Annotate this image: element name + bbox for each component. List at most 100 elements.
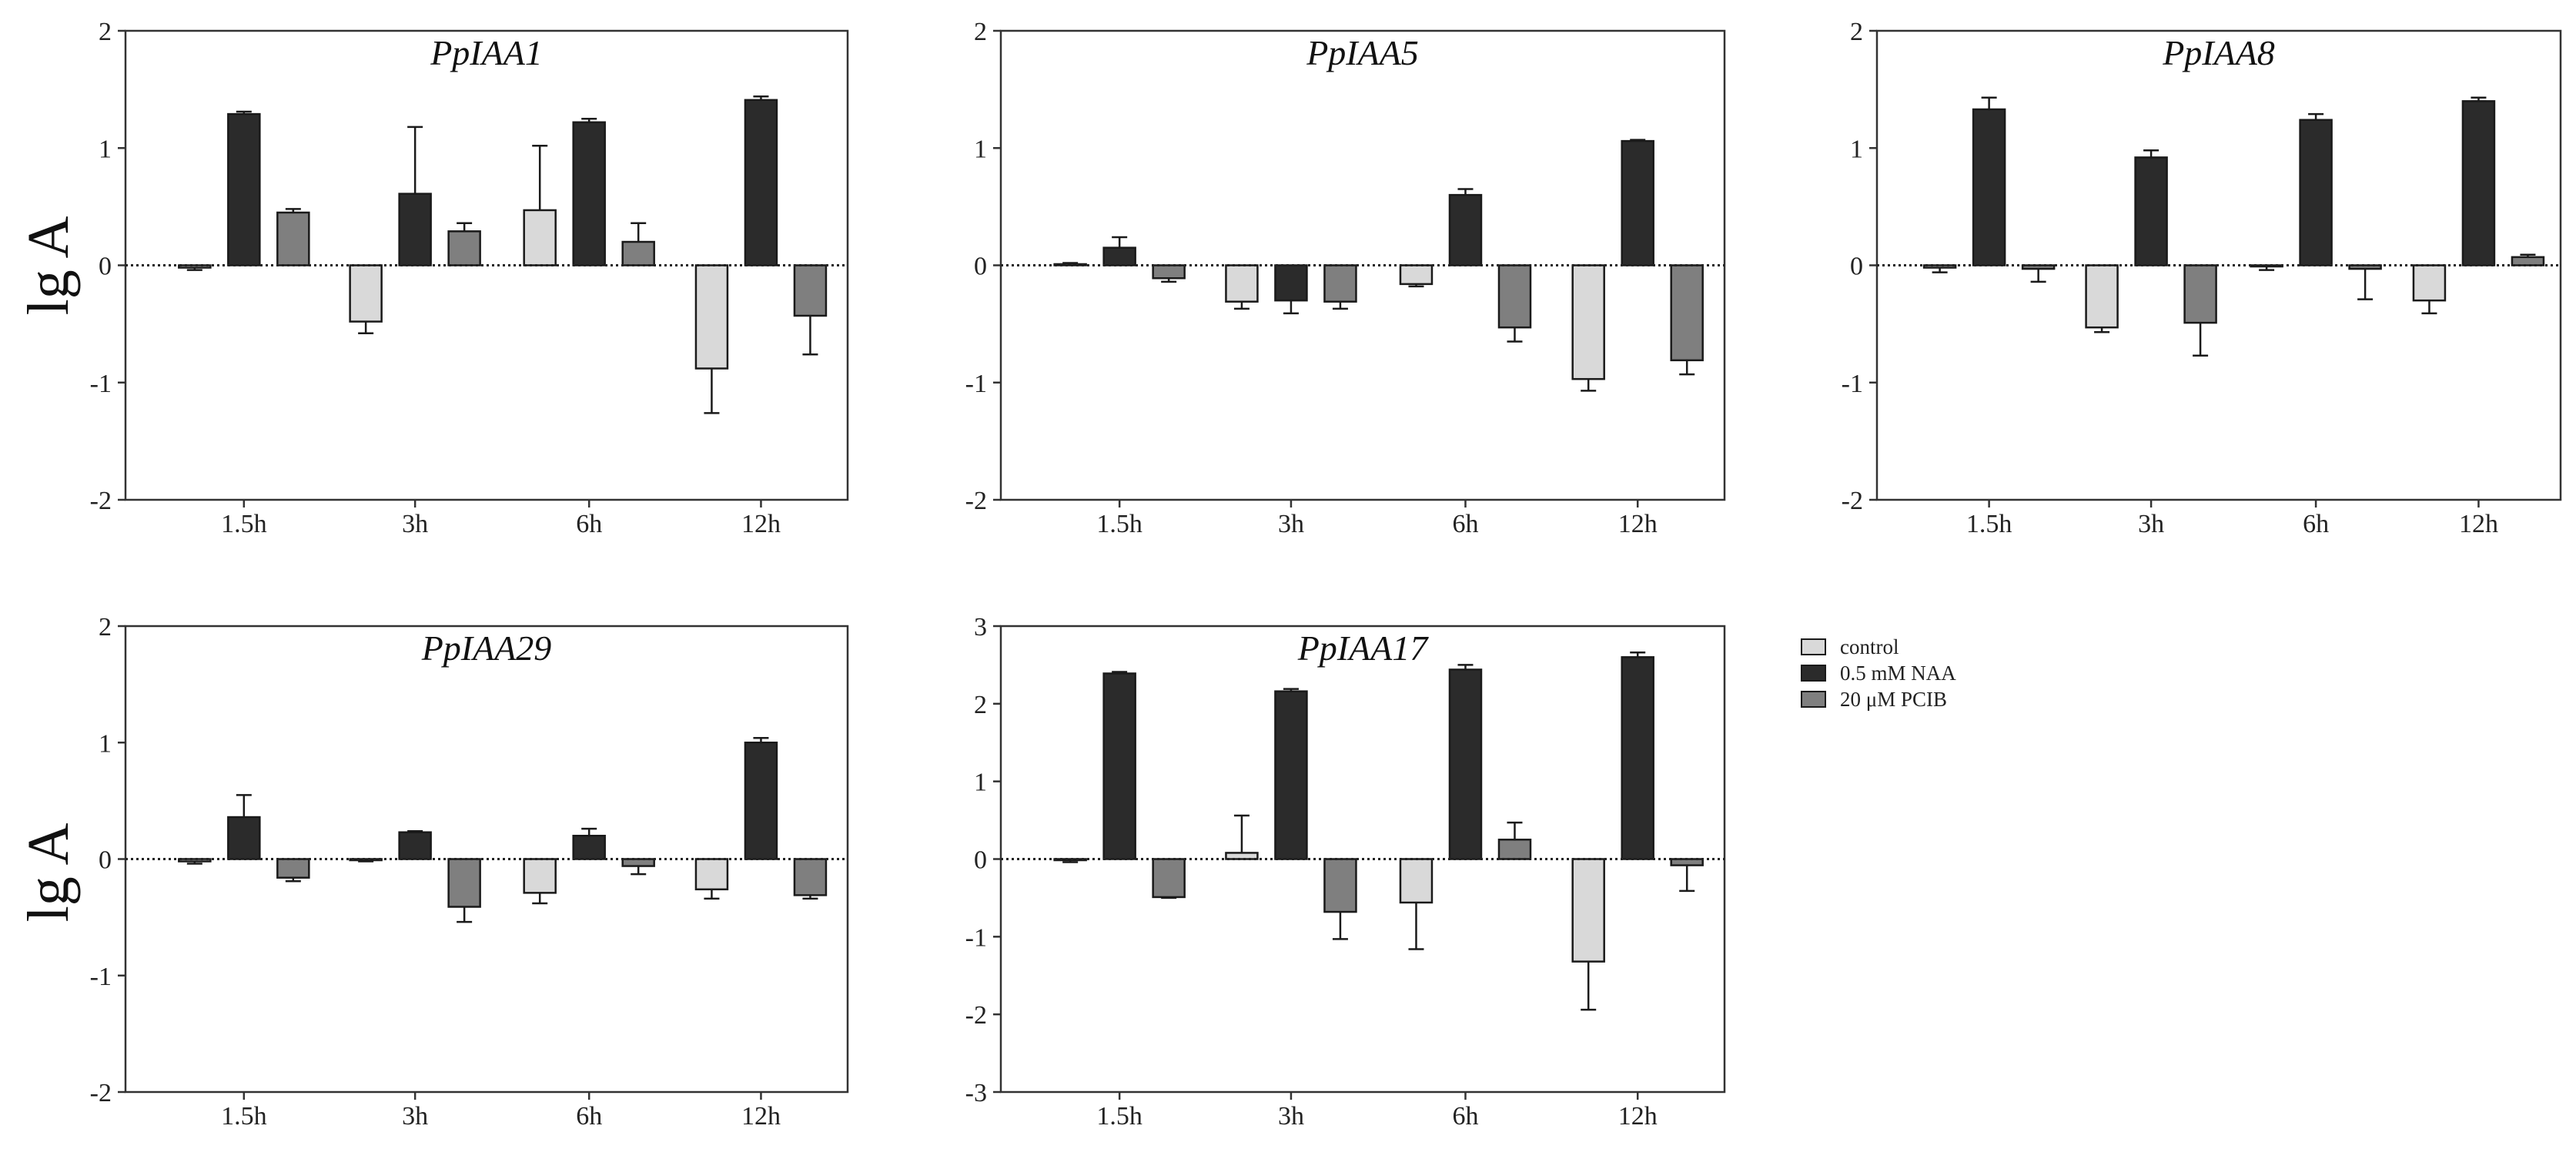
bar: [1225, 852, 1259, 860]
bar: [2299, 119, 2333, 266]
bar: [1102, 672, 1136, 860]
x-tick-label: 12h: [741, 1102, 781, 1131]
bar: [2412, 264, 2447, 302]
bar: [1497, 264, 1532, 329]
bar: [1399, 264, 1434, 286]
y-tick-label: 0: [99, 253, 112, 281]
chart-panel: -3 -2 -1 0 1 2 3 1.5h 3h 6h 12h PpIAA17: [965, 613, 1726, 1131]
y-tick-label: -3: [965, 1079, 987, 1107]
bar: [1571, 264, 1605, 380]
y-axis-label: lg A: [16, 822, 81, 922]
bar: [621, 240, 655, 266]
bar: [1152, 264, 1186, 280]
x-tick-label: 3h: [1278, 1102, 1304, 1131]
bar: [793, 858, 828, 896]
bar: [2348, 264, 2382, 270]
bar: [349, 264, 383, 323]
chart-panel: -2 -1 0 1 2 1.5h 3h 6h 12h PpIAA8: [1842, 18, 2562, 538]
legend-swatch: [1801, 638, 1826, 655]
bar: [744, 99, 778, 266]
chart-title: PpIAA8: [2162, 33, 2275, 72]
y-tick-label: 2: [99, 18, 112, 46]
bar: [276, 211, 310, 266]
bar: [793, 264, 828, 317]
bar: [398, 193, 432, 266]
x-tick-label: 12h: [1618, 1102, 1658, 1131]
bar: [1621, 139, 1654, 266]
bar: [694, 858, 729, 891]
bar: [1274, 690, 1308, 860]
bar: [2021, 264, 2056, 270]
y-tick-label: -2: [90, 1079, 112, 1107]
bar: [694, 264, 729, 370]
legend-label: control: [1840, 635, 1899, 658]
y-tick-label: 1: [99, 729, 112, 758]
bar: [1571, 858, 1605, 963]
y-tick-label: 2: [974, 691, 987, 719]
x-tick-label: 3h: [402, 1102, 428, 1131]
bar: [1448, 668, 1483, 860]
bar: [572, 121, 606, 266]
y-tick-label: 1: [99, 135, 112, 163]
x-tick-label: 1.5h: [1096, 510, 1142, 538]
y-tick-label: 1: [974, 135, 987, 163]
y-tick-label: 0: [1850, 253, 1863, 281]
bar: [1323, 858, 1357, 913]
x-tick-label: 12h: [1618, 510, 1658, 538]
bar: [398, 831, 432, 860]
bar: [1053, 263, 1087, 266]
x-tick-label: 1.5h: [221, 510, 267, 538]
x-tick-label: 6h: [576, 510, 602, 538]
x-tick-label: 1.5h: [1096, 1102, 1142, 1131]
bar: [178, 858, 212, 863]
bar: [447, 230, 481, 266]
y-tick-label: -2: [965, 487, 987, 515]
x-tick-label: 1.5h: [1966, 510, 2012, 538]
bar: [227, 816, 261, 860]
bar: [1323, 264, 1357, 303]
y-tick-label: 2: [99, 613, 112, 641]
y-tick-label: 1: [974, 769, 987, 797]
bar: [1922, 264, 1957, 269]
x-tick-label: 1.5h: [221, 1102, 267, 1131]
bar: [447, 858, 481, 908]
bar: [227, 112, 261, 266]
legend: control 0.5 mM NAA 20 μM PCIB: [1801, 635, 1956, 711]
bar: [1497, 839, 1532, 860]
bar: [1399, 858, 1434, 904]
bar: [1621, 656, 1654, 860]
y-tick-label: -1: [965, 923, 987, 952]
chart-panel: -2 -1 0 1 2 1.5h 3h 6h 12h PpIAA1: [90, 18, 849, 538]
chart-title: PpIAA29: [421, 628, 552, 668]
y-tick-label: -2: [90, 487, 112, 515]
bar: [1225, 264, 1259, 303]
x-tick-label: 3h: [1278, 510, 1304, 538]
bar: [572, 835, 606, 860]
legend-swatch: [1801, 691, 1826, 708]
y-tick-label: -2: [965, 1001, 987, 1030]
x-tick-label: 12h: [741, 510, 781, 538]
y-axis-label: lg A: [16, 216, 81, 315]
bar: [1972, 108, 2006, 266]
x-tick-label: 6h: [1452, 1102, 1478, 1131]
x-tick-label: 3h: [402, 510, 428, 538]
y-tick-label: 0: [974, 846, 987, 875]
chart-panel: -2 -1 0 1 2 1.5h 3h 6h 12h PpIAA5: [965, 18, 1726, 538]
bar: [2134, 156, 2168, 266]
chart-title: PpIAA1: [430, 33, 543, 72]
bar: [523, 209, 557, 266]
y-tick-label: 2: [974, 18, 987, 46]
bar: [1152, 858, 1186, 899]
x-tick-label: 12h: [2459, 510, 2498, 538]
y-tick-label: 1: [1850, 135, 1863, 163]
bar: [2183, 264, 2217, 324]
x-tick-label: 6h: [2303, 510, 2329, 538]
bar: [2085, 264, 2119, 329]
y-tick-label: 3: [974, 613, 987, 641]
chart-panel: -2 -1 0 1 2 1.5h 3h 6h 12h PpIAA29: [90, 613, 849, 1131]
legend-label: 0.5 mM NAA: [1840, 662, 1956, 685]
bar: [349, 858, 383, 862]
x-tick-label: 6h: [576, 1102, 602, 1131]
y-tick-label: -1: [965, 370, 987, 398]
